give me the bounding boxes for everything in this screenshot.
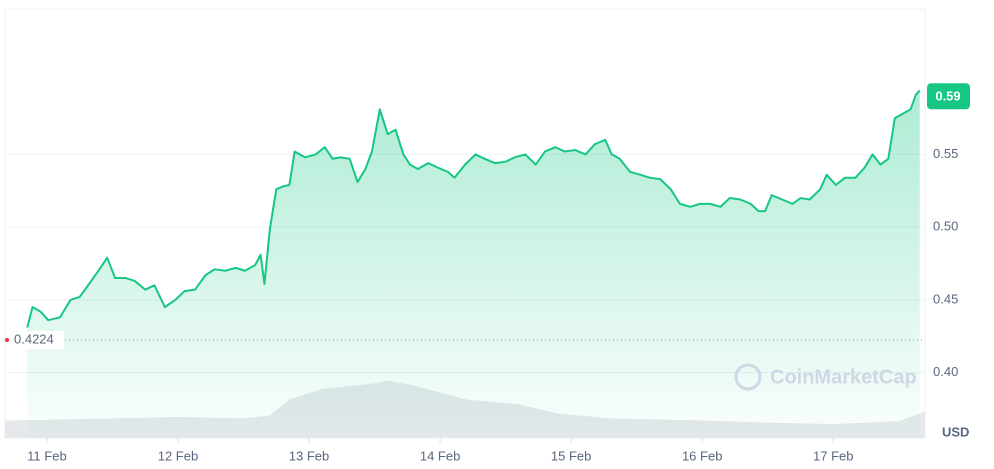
y-tick-label: 0.40 [933,364,958,379]
reference-label-bg [8,330,64,349]
currency-label: USD [942,424,969,439]
x-tick-label: 16 Feb [682,448,722,463]
last-price-label: 0.59 [935,89,960,104]
price-area [27,90,920,438]
x-tick-label: 13 Feb [289,448,329,463]
price-line [26,89,921,328]
watermark: CoinMarketCap [770,366,917,388]
reference-label: 0.4224 [14,331,54,346]
y-tick-label: 0.50 [933,219,958,234]
y-tick-label: 0.45 [933,291,958,306]
reference-dot [5,337,9,342]
x-tick-label: 14 Feb [420,448,460,463]
x-tick-label: 15 Feb [551,448,591,463]
x-tick-label: 12 Feb [158,448,198,463]
y-tick-label: 0.55 [933,146,958,161]
x-tick-label: 17 Feb [813,448,853,463]
plot: 0.4224 [5,89,925,443]
watermark-logo [734,363,762,391]
x-tick-label: 11 Feb [27,448,67,463]
last-price-tag [927,83,970,110]
